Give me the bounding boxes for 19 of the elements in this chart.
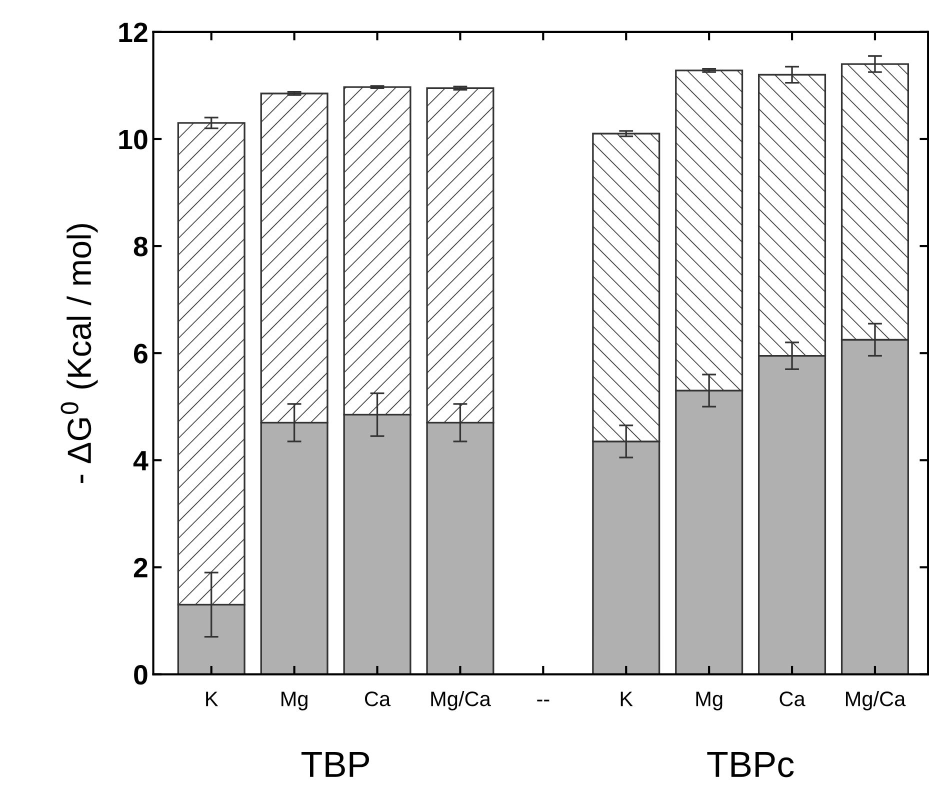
text: TBP xyxy=(301,752,369,777)
y-tick-label: 2 xyxy=(134,558,148,578)
y-tick-label: 8 xyxy=(134,236,148,256)
x-tick-label: Mg xyxy=(282,692,308,710)
y-tick-label: 0 xyxy=(134,664,148,685)
y-tick-label: 4 xyxy=(133,451,148,470)
x-tick-label: K xyxy=(620,692,633,706)
text: TBPc xyxy=(707,752,794,778)
x-tick-label: Mg/Ca xyxy=(846,690,906,710)
x-tick-label: Mg/Ca xyxy=(431,690,491,710)
x-tick-label: K xyxy=(206,692,218,706)
y-tick-label: 6 xyxy=(134,344,148,364)
x-tick-label: -- xyxy=(537,700,550,702)
y-tick-label: 10 xyxy=(119,130,148,150)
y-tick-label: 12 xyxy=(119,22,148,42)
x-tick-label: Mg xyxy=(696,692,722,710)
x-tick-label: Ca xyxy=(365,692,391,706)
x-tick-label: Ca xyxy=(780,692,806,706)
y-axis-title: - ΔG$^{0}$ (Kcal / mol) xyxy=(60,224,98,483)
